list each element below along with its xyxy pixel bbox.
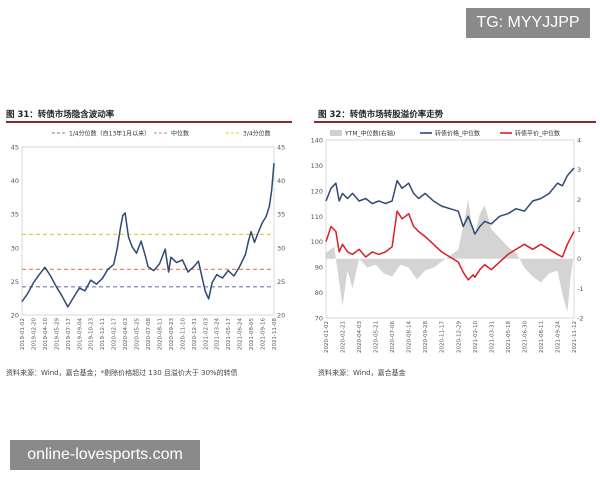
right-x-tick-label: 2020-09-28 xyxy=(423,321,429,353)
right-x-tick-label: 2021-11-12 xyxy=(572,321,578,353)
right-chart-title: 图 32：转债市场转股溢价率走势 xyxy=(318,110,444,120)
left-chart-source: 资料来源：Wind，嘉合基金；*剔除价格超过 130 且溢价大于 30%的转债 xyxy=(6,369,238,377)
left-y-tick-label: 45 xyxy=(11,144,19,152)
right-x-tick-label: 2021-03-31 xyxy=(489,321,495,353)
left-legend-label: 1/4分位数（自13年1月以来） xyxy=(69,130,150,138)
left-x-tick-label: 2021-06-24 xyxy=(238,318,244,350)
right-chart-source: 资料来源：Wind，嘉合基金 xyxy=(318,369,406,377)
right-x-tick-label: 2020-02-21 xyxy=(341,321,347,353)
right-x-tick-label: 2020-11-17 xyxy=(440,321,446,353)
right-y2-tick-label: 2 xyxy=(577,196,581,204)
right-x-tick-label: 2020-04-03 xyxy=(357,321,363,353)
left-x-tick-label: 2019-01-02 xyxy=(20,318,26,350)
left-x-tick-label: 2020-08-11 xyxy=(157,318,163,350)
right-y2-tick-label: 0 xyxy=(577,255,581,263)
left-x-tick-label: 2020-12-31 xyxy=(192,318,198,350)
right-y-tick-label: 100 xyxy=(311,238,323,246)
left-title-divider xyxy=(6,121,292,123)
left-y2-tick-label: 40 xyxy=(277,177,285,185)
left-x-tick-label: 2019-12-11 xyxy=(100,318,106,350)
left-x-tick-label: 2021-02-03 xyxy=(203,318,209,350)
right-x-tick-label: 2021-06-30 xyxy=(522,321,528,353)
right-y-tick-label: 130 xyxy=(311,162,323,170)
right-series-line xyxy=(325,167,575,235)
watermark-top: TG: MYYJJPP xyxy=(466,8,590,38)
left-chart-title: 图 31：转债市场隐含波动率 xyxy=(6,110,115,120)
left-x-tick-label: 2019-07-17 xyxy=(66,318,72,350)
left-x-tick-label: 2019-04-10 xyxy=(43,318,49,350)
right-legend-swatch xyxy=(330,130,342,136)
watermark-bottom: online-lovesports.com xyxy=(10,440,200,470)
left-x-tick-label: 2020-09-23 xyxy=(169,318,175,350)
right-x-tick-label: 2021-05-18 xyxy=(506,321,512,353)
left-x-tick-label: 2020-05-25 xyxy=(135,318,141,350)
left-series-line xyxy=(21,163,275,308)
right-legend-label: 转债价格_中位数 xyxy=(435,130,480,138)
right-plot-frame xyxy=(325,139,575,319)
left-plot-frame xyxy=(21,146,275,316)
left-y2-tick-label: 35 xyxy=(277,211,285,219)
left-y2-tick-label: 45 xyxy=(277,144,285,152)
right-x-tick-label: 2021-08-11 xyxy=(539,321,545,353)
left-legend-label: 3/4分位数 xyxy=(243,130,271,138)
left-y-tick-label: 20 xyxy=(11,312,19,320)
right-x-tick-label: 2020-08-14 xyxy=(407,321,413,353)
right-legend-label: 转债平价_中位数 xyxy=(515,130,560,138)
left-y-tick-label: 25 xyxy=(11,278,19,286)
right-y-tick-label: 70 xyxy=(315,315,323,323)
left-legend-label: 中位数 xyxy=(171,130,189,138)
right-x-tick-label: 2020-07-06 xyxy=(390,321,396,353)
left-y2-tick-label: 30 xyxy=(277,244,285,252)
right-y-tick-label: 120 xyxy=(311,187,323,195)
left-x-tick-label: 2021-11-08 xyxy=(272,318,278,350)
left-x-tick-label: 2019-05-29 xyxy=(54,318,60,350)
left-x-tick-label: 2021-09-16 xyxy=(261,318,267,350)
left-x-tick-label: 2021-08-05 xyxy=(249,318,255,350)
left-y2-tick-label: 20 xyxy=(277,312,285,320)
left-x-tick-label: 2020-02-17 xyxy=(112,318,118,350)
right-y2-tick-label: 4 xyxy=(577,137,581,145)
right-y2-tick-label: 3 xyxy=(577,166,581,174)
right-y2-tick-label: -1 xyxy=(577,285,583,293)
right-y-tick-label: 90 xyxy=(315,264,323,272)
left-x-tick-label: 2019-10-23 xyxy=(89,318,95,350)
right-y2-tick-label: -2 xyxy=(577,315,583,323)
right-y-tick-label: 140 xyxy=(311,137,323,145)
right-series-line xyxy=(325,210,575,281)
left-x-tick-label: 2020-11-10 xyxy=(180,318,186,350)
right-legend-label: YTM_中位数(右轴) xyxy=(344,130,395,138)
right-x-tick-label: 2021-02-10 xyxy=(473,321,479,353)
left-x-tick-label: 2019-02-20 xyxy=(31,318,37,350)
right-y2-tick-label: 1 xyxy=(577,226,581,234)
left-x-tick-label: 2019-09-04 xyxy=(77,318,83,350)
right-x-tick-label: 2020-05-21 xyxy=(374,321,380,353)
right-x-tick-label: 2020-12-29 xyxy=(456,321,462,353)
right-x-tick-label: 2021-09-24 xyxy=(555,321,561,353)
right-ytm-area xyxy=(326,199,574,313)
left-x-tick-label: 2021-03-24 xyxy=(215,318,221,350)
right-y-tick-label: 110 xyxy=(311,213,323,221)
right-title-divider xyxy=(314,121,596,123)
right-y-tick-label: 80 xyxy=(315,289,323,297)
left-y-tick-label: 40 xyxy=(11,177,19,185)
left-y-tick-label: 30 xyxy=(11,244,19,252)
right-x-tick-label: 2020-01-02 xyxy=(324,321,330,353)
left-y2-tick-label: 25 xyxy=(277,278,285,286)
left-x-tick-label: 2020-04-03 xyxy=(123,318,129,350)
left-x-tick-label: 2020-07-08 xyxy=(146,318,152,350)
left-x-tick-label: 2021-05-17 xyxy=(226,318,232,350)
left-y-tick-label: 35 xyxy=(11,211,19,219)
